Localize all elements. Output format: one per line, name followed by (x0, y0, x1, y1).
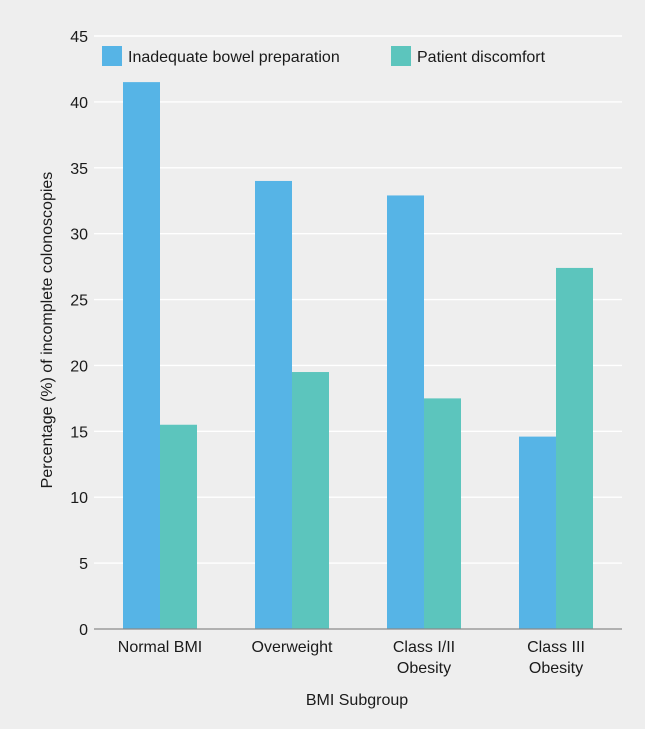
x-tick-label-line: Obesity (397, 660, 451, 677)
bar-inadequate-prep-0 (123, 82, 160, 630)
y-tick-label-0: 0 (79, 622, 88, 639)
bar-inadequate-prep-3 (519, 436, 556, 629)
x-tick-label-line: Class III (527, 639, 585, 656)
x-tick-label-2: Class I/II Obesity (393, 639, 455, 677)
y-tick-label-40: 40 (70, 95, 88, 112)
legend-label-patient-discomfort: Patient discomfort (417, 49, 546, 66)
x-tick-label-1: Overweight (252, 639, 333, 656)
y-tick-label-10: 10 (70, 490, 88, 507)
y-tick-label-5: 5 (79, 556, 88, 573)
bar-inadequate-prep-1 (255, 180, 292, 629)
legend-swatch-patient-discomfort (391, 46, 411, 66)
y-tick-label-35: 35 (70, 161, 88, 178)
y-tick-label-45: 45 (70, 29, 88, 46)
bar-inadequate-prep-2 (387, 195, 424, 629)
bars-layer (123, 82, 593, 630)
y-tick-label-15: 15 (70, 424, 88, 441)
bar-patient-discomfort-1 (292, 372, 329, 629)
legend: Inadequate bowel preparation Patient disc… (102, 46, 546, 66)
x-tick-label-line: Normal BMI (118, 639, 202, 656)
x-tick-label-line: Obesity (529, 660, 583, 677)
bar-patient-discomfort-2 (424, 398, 461, 629)
legend-swatch-inadequate-prep (102, 46, 122, 66)
y-tick-label-25: 25 (70, 293, 88, 310)
bar-patient-discomfort-3 (556, 267, 593, 629)
x-tick-label-3: Class III Obesity (527, 639, 585, 677)
x-tick-label-line: Class I/II (393, 639, 455, 656)
x-tick-label-0: Normal BMI (118, 639, 202, 656)
x-axis-title: BMI Subgroup (306, 692, 408, 709)
axis-layer: 0 5 10 15 20 25 30 35 40 45 Normal BMI Overweight Cl… (70, 29, 622, 677)
y-tick-label-20: 20 (70, 358, 88, 375)
y-axis-title: Percentage (%) of incomplete colonoscopi… (39, 172, 56, 489)
bar-patient-discomfort-0 (160, 424, 197, 629)
legend-label-inadequate-prep: Inadequate bowel preparation (128, 49, 340, 66)
x-tick-label-line: Overweight (252, 639, 333, 656)
y-tick-label-30: 30 (70, 227, 88, 244)
